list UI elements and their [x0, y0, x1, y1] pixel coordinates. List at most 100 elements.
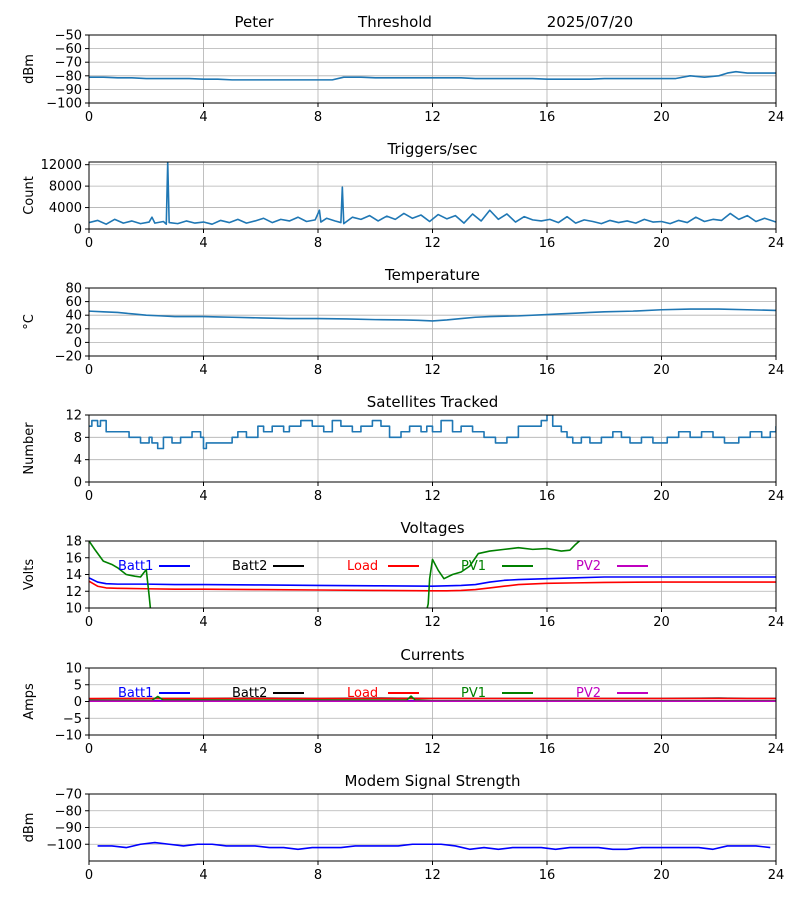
x-tick-label: 20: [653, 110, 670, 125]
chart-title: Satellites Tracked: [367, 393, 498, 411]
y-tick-label: 12000: [41, 158, 82, 173]
x-tick-label: 12: [424, 615, 441, 630]
header-name: Peter: [234, 13, 274, 31]
chart-title: Triggers/sec: [387, 140, 478, 158]
y-axis-label: dBm: [22, 54, 37, 84]
y-tick-label: 80: [65, 282, 82, 297]
header-mode: Threshold: [357, 13, 432, 31]
x-tick-label: 16: [539, 363, 556, 378]
x-tick-label: 20: [653, 236, 670, 251]
x-tick-label: 20: [653, 742, 670, 757]
x-tick-label: 12: [424, 868, 441, 883]
x-tick-label: 4: [199, 236, 207, 251]
chart-title: Currents: [400, 646, 464, 664]
x-tick-label: 24: [768, 615, 785, 630]
legend-label-pv2: PV2: [576, 559, 601, 574]
panel-modem: 0 4 8 12 16 20 24 −100 −90 −80−70 Modem Signal Str…: [22, 772, 784, 883]
y-tick-label: 16: [65, 551, 82, 566]
series-line-threshold: [89, 70, 776, 81]
x-tick-label: 24: [768, 110, 785, 125]
legend-label-pv1: PV1: [461, 559, 486, 574]
x-tick-label: 8: [314, 615, 322, 630]
y-tick-label: 12: [65, 585, 82, 600]
y-tick-label: −70: [55, 56, 82, 71]
x-tick-label: 16: [539, 868, 556, 883]
series-line-pv1: [89, 541, 581, 608]
x-tick-label: 4: [199, 110, 207, 125]
x-tick-label: 0: [85, 236, 93, 251]
x-tick-label: 8: [314, 236, 322, 251]
x-tick-label: 16: [539, 236, 556, 251]
y-tick-label: −5: [63, 712, 82, 727]
series-line-modem: [97, 841, 771, 851]
y-axis-label: Number: [22, 422, 37, 475]
x-tick-label: 4: [199, 363, 207, 378]
panel-satellites: 0 4 8 12 16 20 24 0 4 8 12 Satellites Tracked Number: [22, 393, 784, 504]
x-tick-label: 0: [85, 363, 93, 378]
x-tick-label: 0: [85, 110, 93, 125]
x-tick-label: 24: [768, 236, 785, 251]
x-tick-label: 16: [539, 489, 556, 504]
x-tick-label: 20: [653, 489, 670, 504]
x-tick-label: 12: [424, 236, 441, 251]
y-tick-label: 4000: [49, 201, 82, 216]
y-tick-label: −80: [55, 69, 82, 84]
x-tick-label: 16: [539, 615, 556, 630]
series-line-triggers: [89, 162, 776, 225]
series-line-temperature: [89, 308, 776, 322]
y-tick-label: 60: [65, 295, 82, 310]
legend-label-batt1: Batt1: [118, 559, 153, 574]
chart-title: Modem Signal Strength: [345, 772, 521, 790]
legend-label-load: Load: [347, 686, 378, 701]
y-tick-label: 0: [74, 695, 82, 710]
x-tick-label: 4: [199, 489, 207, 504]
x-tick-label: 8: [314, 363, 322, 378]
x-tick-label: 12: [424, 363, 441, 378]
y-tick-label: 20: [65, 322, 82, 337]
y-tick-label: 40: [65, 309, 82, 324]
legend-label-batt1: Batt1: [118, 686, 153, 701]
y-axis-label: Amps: [22, 683, 37, 720]
x-tick-label: 20: [653, 363, 670, 378]
y-axis-label: Volts: [22, 559, 37, 591]
x-tick-label: 8: [314, 110, 322, 125]
x-tick-label: 8: [314, 742, 322, 757]
x-tick-label: 24: [768, 742, 785, 757]
y-tick-label: −60: [55, 42, 82, 57]
panel-triggers: 0 4 8 12 16 20 24 0 4000 8000 12000 Triggers/sec Cou…: [22, 140, 784, 251]
x-tick-label: 24: [768, 363, 785, 378]
y-tick-label: 0: [74, 336, 82, 351]
y-tick-label: 5: [74, 678, 82, 693]
y-tick-label: 12: [65, 409, 82, 424]
y-tick-label: −10: [55, 729, 82, 744]
legend-label-batt2: Batt2: [232, 686, 267, 701]
y-tick-label: 8: [74, 431, 82, 446]
panel-threshold: 0 4 8 12 16 20 24 −100−90−80−70−60−50 dBm: [22, 29, 784, 126]
y-axis-label: dBm: [22, 813, 37, 843]
y-axis-label: Count: [22, 176, 37, 215]
y-tick-label: −70: [55, 788, 82, 803]
header-date: 2025/07/20: [547, 13, 633, 31]
y-tick-label: −100: [46, 97, 82, 112]
x-tick-label: 12: [424, 742, 441, 757]
x-tick-label: 12: [424, 110, 441, 125]
x-tick-label: 8: [314, 489, 322, 504]
x-tick-label: 0: [85, 615, 93, 630]
y-tick-label: −90: [55, 83, 82, 98]
y-tick-label: 4: [74, 453, 82, 468]
y-tick-label: −100: [46, 838, 82, 853]
x-tick-label: 12: [424, 489, 441, 504]
y-tick-label: −90: [55, 821, 82, 836]
x-tick-label: 0: [85, 868, 93, 883]
chart-title: Voltages: [400, 519, 464, 537]
series-line-load: [89, 580, 776, 592]
y-axis-label: °C: [22, 314, 37, 330]
series-line-batt1: [89, 576, 776, 588]
y-tick-label: 0: [74, 476, 82, 491]
y-tick-label: 8000: [49, 180, 82, 195]
x-tick-label: 4: [199, 868, 207, 883]
y-tick-label: 10: [65, 662, 82, 677]
y-tick-label: 18: [65, 535, 82, 550]
